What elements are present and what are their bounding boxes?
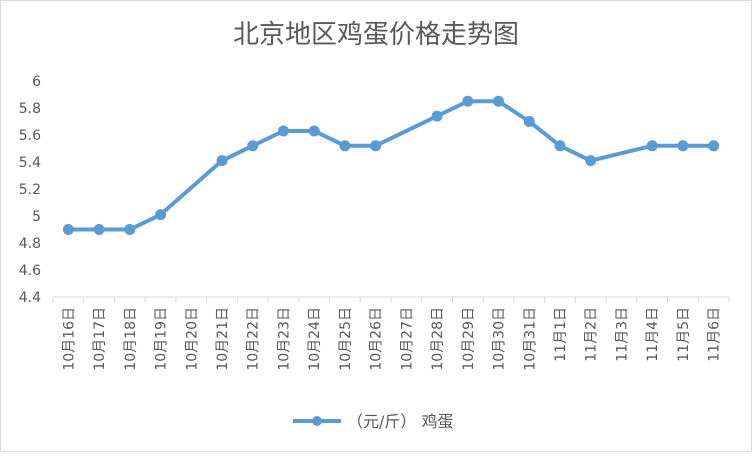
data-point-7: [277, 125, 289, 137]
data-point-6: [247, 140, 259, 152]
x-axis: [52, 296, 730, 303]
series-line-0: [66, 99, 716, 232]
data-point-3: [155, 209, 167, 221]
data-point-1: [93, 224, 105, 235]
data-point-9: [339, 140, 351, 152]
x-tick-label-13: 10月29日: [461, 307, 477, 371]
y-tick-label-5: 5.4: [19, 155, 41, 171]
x-tick-label-19: 11月4日: [645, 307, 661, 362]
x-tick-label-0: 10月16日: [61, 307, 77, 371]
data-point-16: [554, 140, 566, 152]
y-tick-label-1: 4.6: [19, 263, 41, 279]
x-tick-label-2: 10月18日: [123, 307, 139, 371]
x-tick-label-18: 11月3日: [614, 307, 630, 362]
data-point-10: [370, 140, 382, 152]
legend-marker: [312, 416, 322, 426]
x-tick-label-17: 11月2日: [584, 307, 600, 362]
x-axis-labels: 10月16日 10月17日 10月18日 10月19日 10月20日 10月21日 10月2…: [61, 307, 722, 371]
x-tick-label-3: 10月19日: [154, 307, 170, 371]
x-tick-label-14: 10月30日: [492, 307, 508, 371]
legend: （元/斤） 鸡蛋: [293, 412, 453, 431]
x-tick-label-7: 10月23日: [276, 307, 292, 371]
x-tick-label-21: 11月6日: [707, 307, 723, 362]
x-tick-label-5: 10月21日: [215, 307, 231, 371]
x-tick-label-4: 10月20日: [184, 307, 200, 371]
data-point-17: [585, 155, 597, 167]
chart-title: 北京地区鸡蛋价格走势图: [233, 20, 519, 50]
data-point-13: [462, 95, 474, 107]
data-point-5: [216, 155, 228, 167]
data-point-0: [62, 224, 74, 235]
y-tick-label-2: 4.8: [19, 236, 41, 252]
x-tick-label-20: 11月5日: [676, 307, 692, 362]
y-axis-labels: 4.4 4.6 4.8 5 5.2 5.4 5.6 5.8 6: [19, 74, 41, 306]
y-tick-label-8: 6: [32, 74, 41, 90]
legend-label: （元/斤） 鸡蛋: [347, 412, 453, 431]
y-tick-label-4: 5.2: [19, 182, 41, 198]
series-layer: [62, 95, 720, 235]
data-point-20: [677, 140, 689, 152]
data-point-21: [708, 140, 720, 152]
y-tick-label-3: 5: [32, 209, 41, 225]
x-tick-label-15: 10月31日: [522, 307, 538, 371]
data-point-12: [431, 110, 443, 122]
x-tick-label-10: 10月26日: [369, 307, 385, 371]
data-point-14: [493, 95, 505, 107]
x-tick-label-1: 10月17日: [92, 307, 108, 371]
data-point-19: [646, 140, 658, 152]
y-tick-label-7: 5.8: [19, 101, 41, 117]
x-tick-label-12: 10月28日: [430, 307, 446, 371]
x-tick-label-8: 10月24日: [307, 307, 323, 371]
y-tick-label-0: 4.4: [19, 290, 41, 306]
y-tick-label-6: 5.6: [19, 128, 41, 144]
x-tick-label-9: 10月25日: [338, 307, 354, 371]
data-point-8: [308, 125, 320, 137]
x-tick-label-6: 10月22日: [246, 307, 262, 371]
x-tick-label-11: 10月27日: [399, 307, 415, 371]
x-tick-label-16: 11月1日: [553, 307, 569, 362]
data-point-2: [124, 224, 136, 235]
data-point-15: [523, 116, 535, 127]
